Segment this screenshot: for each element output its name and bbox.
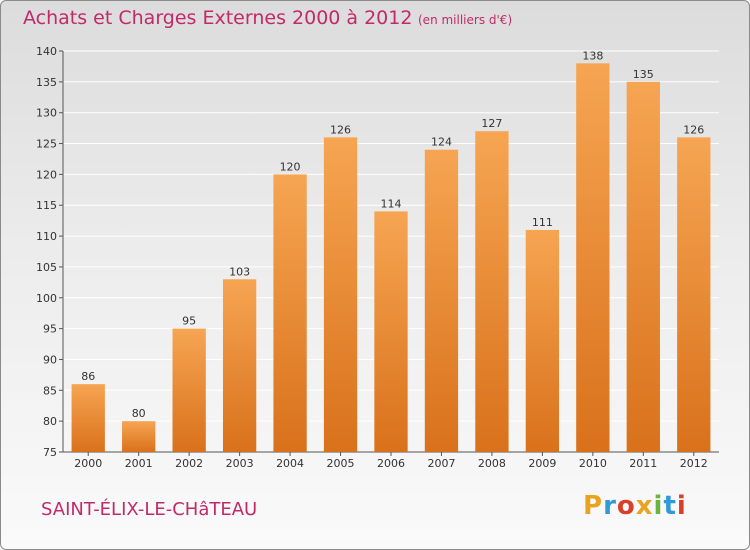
bar-2006 — [374, 211, 408, 452]
y-tick-label: 95 — [43, 323, 57, 336]
bar-2008 — [475, 131, 509, 452]
y-tick-label: 130 — [36, 107, 57, 120]
bar-2004 — [273, 174, 307, 452]
data-label: 80 — [132, 407, 146, 420]
data-label: 114 — [381, 197, 402, 210]
logo-letter: t — [663, 491, 677, 521]
logo-letter: o — [616, 491, 636, 521]
bar-2012 — [677, 137, 711, 452]
logo-letter: i — [676, 491, 687, 521]
logo-letter: i — [653, 491, 664, 521]
x-tick-label: 2005 — [327, 457, 355, 470]
bar-2001 — [122, 421, 156, 452]
bar-2010 — [576, 63, 610, 452]
bar-2002 — [172, 328, 206, 452]
x-tick-label: 2007 — [427, 457, 455, 470]
bar-2011 — [626, 81, 660, 452]
chart-subtitle: (en milliers d'€) — [418, 13, 513, 27]
data-label: 120 — [280, 160, 301, 173]
y-tick-label: 140 — [36, 45, 57, 58]
logo-letter: r — [603, 491, 617, 521]
x-tick-label: 2002 — [175, 457, 203, 470]
bar-2000 — [71, 384, 105, 452]
bar-2005 — [323, 137, 358, 452]
y-tick-label: 115 — [36, 199, 57, 212]
x-tick-label: 2008 — [478, 457, 506, 470]
proxiti-logo: Proxiti — [583, 491, 687, 521]
bar-2007 — [424, 149, 459, 452]
data-label: 126 — [683, 123, 704, 136]
bar-2003 — [222, 279, 257, 452]
x-tick-label: 2004 — [276, 457, 304, 470]
x-tick-label: 2001 — [125, 457, 153, 470]
y-tick-label: 105 — [36, 261, 57, 274]
y-tick-label: 80 — [43, 415, 57, 428]
x-tick-label: 2000 — [74, 457, 102, 470]
y-tick-label: 120 — [36, 168, 57, 181]
x-tick-label: 2012 — [680, 457, 708, 470]
data-label: 138 — [582, 49, 603, 62]
data-label: 124 — [431, 136, 452, 149]
data-label: 86 — [81, 370, 95, 383]
x-tick-label: 2011 — [629, 457, 657, 470]
y-tick-label: 75 — [43, 446, 57, 459]
y-tick-label: 110 — [36, 230, 57, 243]
data-label: 127 — [481, 117, 502, 130]
logo-letter: x — [635, 491, 654, 521]
y-tick-label: 135 — [36, 76, 57, 89]
x-tick-label: 2010 — [579, 457, 607, 470]
y-tick-label: 100 — [36, 292, 57, 305]
logo-letter: P — [583, 491, 604, 521]
data-label: 135 — [633, 68, 654, 81]
data-label: 95 — [182, 315, 196, 328]
y-tick-label: 85 — [43, 384, 57, 397]
bar-2009 — [525, 229, 560, 452]
data-label: 103 — [229, 265, 250, 278]
chart-title: Achats et Charges Externes 2000 à 2012 — [23, 7, 413, 29]
x-tick-label: 2006 — [377, 457, 405, 470]
data-label: 111 — [532, 216, 553, 229]
x-tick-label: 2003 — [226, 457, 254, 470]
y-tick-label: 125 — [36, 138, 57, 151]
x-tick-label: 2009 — [528, 457, 556, 470]
data-label: 126 — [330, 123, 351, 136]
y-tick-label: 90 — [43, 353, 57, 366]
commune-name: SAINT-ÉLIX-LE-CHâTEAU — [41, 499, 258, 520]
